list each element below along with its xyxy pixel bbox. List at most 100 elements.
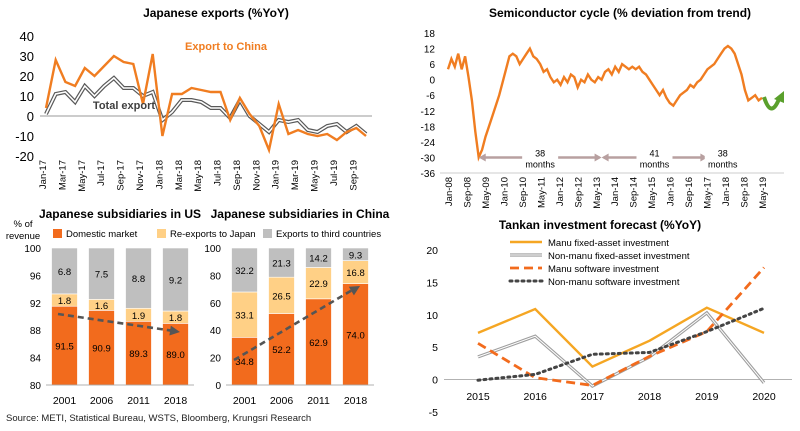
tankan-ytick: -5: [429, 407, 438, 419]
us-bar-label: 89.3: [129, 349, 148, 360]
tankan-legend-label: Non-manu software investment: [548, 277, 680, 288]
semis-annot-num: 41: [649, 148, 659, 158]
exports-xtick: Jan-17: [38, 160, 49, 189]
us-ytick: 80: [30, 381, 42, 392]
exports-ytick: 20: [20, 69, 34, 84]
us-bar-label: 89.0: [166, 350, 185, 361]
us-bar-domestic: [51, 305, 78, 386]
cn-ytick: 40: [210, 326, 222, 337]
exports-label-china: Export to China: [185, 41, 268, 53]
cn-ytick: 0: [215, 381, 221, 392]
exports-line-total-inner: [45, 76, 367, 135]
cn-trend-arrow: [233, 287, 355, 362]
us-ytick: 92: [30, 299, 42, 310]
us-trend-arrowhead: [169, 325, 180, 336]
semis-xtick: Sep-10: [518, 177, 529, 208]
cn-bar-reexport: [268, 276, 295, 314]
semis-xtick: Sep-18: [740, 177, 751, 208]
semis-ytick: -12: [421, 107, 436, 118]
exports-ytick: 0: [27, 109, 34, 124]
cn-ytick: 100: [204, 244, 221, 255]
cn-bar-label: 34.8: [235, 357, 254, 368]
semis-xtick: Jan-08: [444, 177, 455, 206]
semis-xtick: Jan-16: [666, 177, 677, 206]
us-bar-label: 1.6: [95, 301, 108, 312]
cn-bar-domestic: [342, 283, 369, 386]
semis-ytick: -6: [426, 91, 435, 102]
exports-xtick: Jul-17: [96, 160, 107, 186]
subs-legend-swatch: [157, 229, 166, 238]
semis-ytick: -36: [421, 169, 436, 180]
semis-ytick: -30: [421, 153, 436, 164]
semis-annot-bg: [704, 147, 741, 172]
exports-xtick: Mar-18: [174, 160, 185, 190]
semis-xtick: May-19: [758, 177, 769, 209]
us-xtick: 2001: [53, 395, 77, 407]
tankan-line-3: [476, 306, 766, 382]
us-bar-domestic: [125, 320, 152, 386]
tankan-ytick: 15: [426, 277, 438, 289]
subs-legend-label: Exports to third countries: [276, 229, 381, 240]
semis-annot-unit: months: [640, 159, 670, 169]
exports-title: Japanese exports (%YoY): [143, 6, 289, 20]
exports-xtick: Sep-19: [348, 160, 359, 191]
us-bar-label: 7.5: [95, 270, 108, 281]
cn-bar-label: 9.3: [349, 250, 362, 261]
exports-ytick: 30: [20, 49, 34, 64]
cn-bar-domestic: [305, 298, 332, 386]
semis-ytick: -24: [421, 138, 436, 149]
cn-bar-third: [305, 247, 332, 268]
us-xtick: 2006: [90, 395, 114, 407]
cn-bar-label: 74.0: [346, 330, 365, 341]
exports-xtick: Sep-17: [116, 160, 127, 191]
us-xtick: 2018: [164, 395, 188, 407]
tankan-title: Tankan investment forecast (%YoY): [499, 218, 701, 232]
semis-xtick: May-15: [647, 177, 658, 209]
us-title: Japanese subsidiaries in US: [39, 207, 201, 221]
tankan-ytick: 0: [432, 375, 438, 387]
tankan-ytick: 20: [426, 245, 438, 257]
semis-ytick: -18: [421, 122, 436, 133]
semis-xtick: Sep-12: [573, 177, 584, 208]
us-bar-third: [51, 247, 78, 295]
us-bar-domestic: [162, 323, 189, 386]
exports-xtick: Nov-18: [251, 160, 262, 191]
tankan-xtick: 2017: [581, 391, 605, 403]
exports-ytick: 10: [20, 89, 34, 104]
exports-label-total: Total export: [93, 100, 155, 112]
tankan-xtick: 2016: [524, 391, 548, 403]
cn-bar-label: 22.9: [309, 279, 328, 290]
exports-xtick: Mar-17: [57, 160, 68, 190]
exports-xtick: Jul-18: [213, 160, 224, 186]
cn-bar-third: [231, 247, 258, 293]
exports-ytick: -20: [15, 149, 34, 164]
exports-xtick: Jul-19: [329, 160, 340, 186]
cn-bar-reexport: [305, 267, 332, 300]
cn-bar-label: 21.3: [272, 259, 291, 270]
cn-bar-label: 26.5: [272, 291, 291, 302]
semis-xtick: Jan-12: [555, 177, 566, 206]
us-bar-label: 1.8: [169, 313, 182, 324]
semis-title: Semiconductor cycle (% deviation from tr…: [489, 6, 751, 20]
semis-annot-bg: [522, 147, 559, 172]
cn-title: Japanese subsidiaries in China: [211, 207, 390, 221]
tankan-legend-label: Manu software investment: [548, 264, 659, 275]
exports-ytick: -10: [15, 129, 34, 144]
us-bar-third: [88, 247, 115, 300]
us-ytick: 88: [30, 326, 42, 337]
cn-trend-arrowhead: [348, 286, 360, 296]
semis-annot-unit: months: [708, 159, 738, 169]
tankan-ytick: 5: [432, 342, 438, 354]
us-ytick: 84: [30, 354, 42, 365]
subs-ylabel-2: revenue: [6, 231, 40, 242]
cn-bar-label: 16.8: [346, 268, 365, 279]
semis-xtick: Sep-08: [462, 177, 473, 208]
exports-xtick: Nov-17: [135, 160, 146, 191]
exports-ytick: 40: [20, 29, 34, 44]
exports-xtick: May-19: [310, 160, 321, 192]
subs-legend-swatch: [53, 229, 62, 238]
semis-arrowhead: [594, 153, 602, 162]
semis-xtick: May-09: [481, 177, 492, 209]
semis-ytick: 12: [424, 45, 436, 56]
